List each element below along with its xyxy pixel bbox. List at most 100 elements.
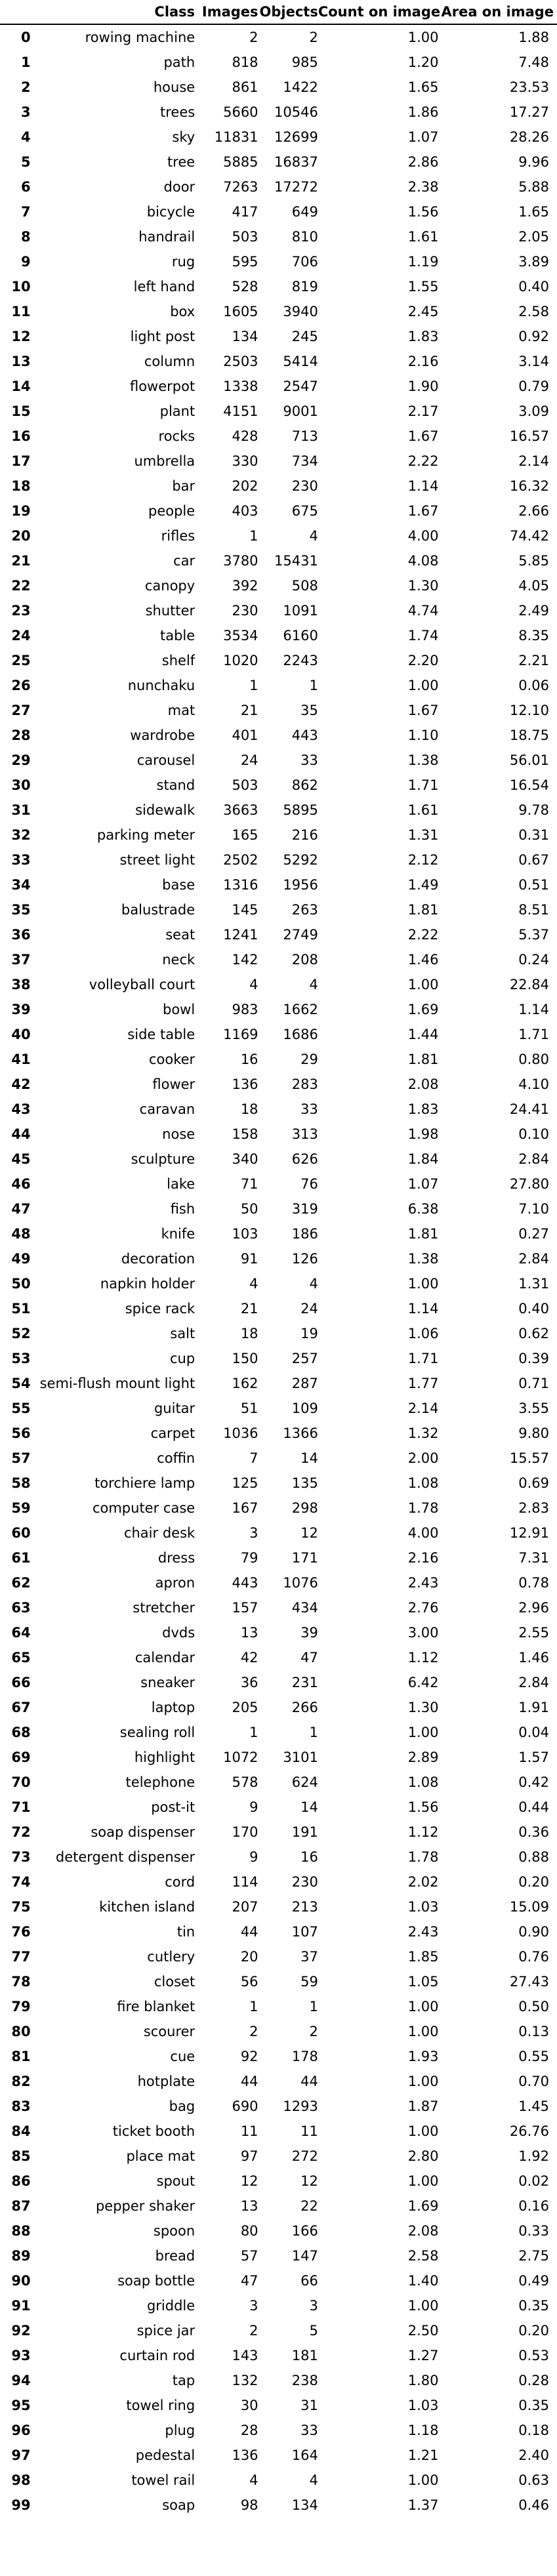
- row-index: 71: [11, 1799, 31, 1815]
- images-count: 2502: [223, 852, 258, 868]
- objects-count: 66: [300, 2273, 318, 2289]
- objects-count: 191: [291, 1824, 318, 1840]
- images-count: 134: [232, 329, 258, 344]
- class-name: base: [162, 877, 196, 893]
- class-name: hotplate: [137, 2074, 196, 2089]
- objects-count: 181: [291, 2348, 318, 2363]
- objects-count: 3940: [283, 304, 318, 319]
- table-row: 6 door 7263 17272 2.38 5.88: [0, 174, 557, 199]
- images-count: 162: [232, 1376, 258, 1391]
- count-on-image: 1.77: [407, 1376, 439, 1391]
- count-on-image: 1.00: [407, 2472, 439, 2488]
- count-on-image: 1.27: [407, 2348, 439, 2363]
- class-name: neck: [162, 952, 196, 968]
- area-on-image: 5.85: [518, 553, 549, 569]
- area-on-image: 22.84: [509, 977, 549, 992]
- images-count: 136: [232, 2447, 258, 2463]
- objects-count: 19: [300, 1326, 318, 1341]
- row-index: 11: [11, 304, 31, 319]
- count-on-image: 2.14: [407, 1400, 439, 1416]
- table-row: 45 sculpture 340 626 1.84 2.84: [0, 1147, 557, 1172]
- row-index: 70: [11, 1774, 31, 1790]
- row-index: 50: [11, 1276, 31, 1292]
- images-count: 143: [232, 2348, 258, 2363]
- table-row: 21 car 3780 15431 4.08 5.85: [0, 548, 557, 573]
- count-on-image: 1.80: [407, 2373, 439, 2388]
- class-name: handrail: [138, 229, 196, 245]
- area-on-image: 2.49: [518, 603, 549, 619]
- area-on-image: 0.50: [518, 1999, 549, 2014]
- class-name: left hand: [133, 279, 196, 295]
- class-name: sneaker: [140, 1675, 196, 1690]
- row-index: 85: [11, 2148, 31, 2164]
- objects-count: 10546: [274, 104, 318, 120]
- table-row: 20 rifles 1 4 4.00 74.42: [0, 523, 557, 548]
- count-on-image: 1.08: [407, 1774, 439, 1790]
- class-name: volleyball court: [89, 977, 196, 992]
- count-on-image: 1.84: [407, 1151, 439, 1167]
- row-index: 94: [11, 2373, 31, 2388]
- count-on-image: 4.08: [407, 553, 439, 569]
- objects-count: 216: [291, 827, 318, 843]
- images-count: 205: [232, 1700, 258, 1715]
- images-count: 150: [232, 1351, 258, 1366]
- objects-count: 6160: [283, 628, 318, 644]
- area-on-image: 2.84: [518, 1151, 549, 1167]
- objects-count: 4: [309, 977, 318, 992]
- objects-count: 12699: [274, 129, 318, 145]
- class-name: light post: [130, 329, 196, 344]
- images-count: 3: [249, 2298, 258, 2314]
- class-name: bowl: [162, 1002, 196, 1017]
- count-on-image: 2.17: [407, 403, 439, 419]
- class-name: bar: [172, 478, 196, 494]
- table-row: 62 apron 443 1076 2.43 0.78: [0, 1570, 557, 1595]
- count-on-image: 4.74: [407, 603, 439, 619]
- table-row: 41 cooker 16 29 1.81 0.80: [0, 1047, 557, 1072]
- row-index: 1: [21, 54, 31, 70]
- count-on-image: 1.30: [407, 1700, 439, 1715]
- images-count: 9: [249, 1849, 258, 1865]
- row-index: 35: [11, 902, 31, 918]
- class-name: shelf: [161, 653, 196, 668]
- count-on-image: 1.81: [407, 902, 439, 918]
- class-name: bag: [169, 2098, 196, 2114]
- images-count: 4: [249, 2472, 258, 2488]
- table-row: 84 ticket booth 11 11 1.00 26.76: [0, 2119, 557, 2144]
- images-count: 18: [240, 1326, 258, 1341]
- objects-count: 1686: [283, 1027, 318, 1042]
- count-on-image: 1.46: [407, 952, 439, 968]
- images-count: 1072: [223, 1749, 258, 1765]
- class-name: umbrella: [134, 453, 196, 469]
- table-row: 66 sneaker 36 231 6.42 2.84: [0, 1670, 557, 1695]
- count-on-image: 1.87: [407, 2098, 439, 2114]
- table-row: 64 dvds 13 39 3.00 2.55: [0, 1620, 557, 1645]
- area-on-image: 16.32: [509, 478, 549, 494]
- images-count: 1036: [223, 1425, 258, 1441]
- row-index: 29: [11, 752, 31, 768]
- objects-count: 624: [291, 1774, 318, 1790]
- area-on-image: 0.62: [518, 1326, 549, 1341]
- row-index: 73: [11, 1849, 31, 1865]
- area-on-image: 2.40: [518, 2447, 549, 2463]
- class-name: sky: [172, 129, 196, 145]
- table-row: 29 carousel 24 33 1.38 56.01: [0, 748, 557, 773]
- images-count: 28: [240, 2423, 258, 2438]
- table-row: 55 guitar 51 109 2.14 3.55: [0, 1396, 557, 1421]
- area-on-image: 8.51: [518, 902, 549, 918]
- class-name: computer case: [92, 1500, 196, 1516]
- header-index: [0, 0, 31, 25]
- table-body: 0 rowing machine 2 2 1.00 1.88 1 path 818 985 1.20…: [0, 24, 557, 2518]
- area-on-image: 1.31: [518, 1276, 549, 1292]
- count-on-image: 1.69: [407, 1002, 439, 1017]
- table-row: 25 shelf 1020 2243 2.20 2.21: [0, 648, 557, 673]
- area-on-image: 7.31: [518, 1550, 549, 1566]
- objects-count: 626: [291, 1151, 318, 1167]
- row-index: 18: [11, 478, 31, 494]
- table-row: 74 cord 114 230 2.02 0.20: [0, 1870, 557, 1894]
- table-row: 82 hotplate 44 44 1.00 0.70: [0, 2069, 557, 2094]
- table-row: 30 stand 503 862 1.71 16.54: [0, 773, 557, 798]
- images-count: 167: [232, 1500, 258, 1516]
- row-index: 88: [11, 2223, 31, 2239]
- count-on-image: 1.31: [407, 827, 439, 843]
- class-name: spice rack: [125, 1301, 196, 1317]
